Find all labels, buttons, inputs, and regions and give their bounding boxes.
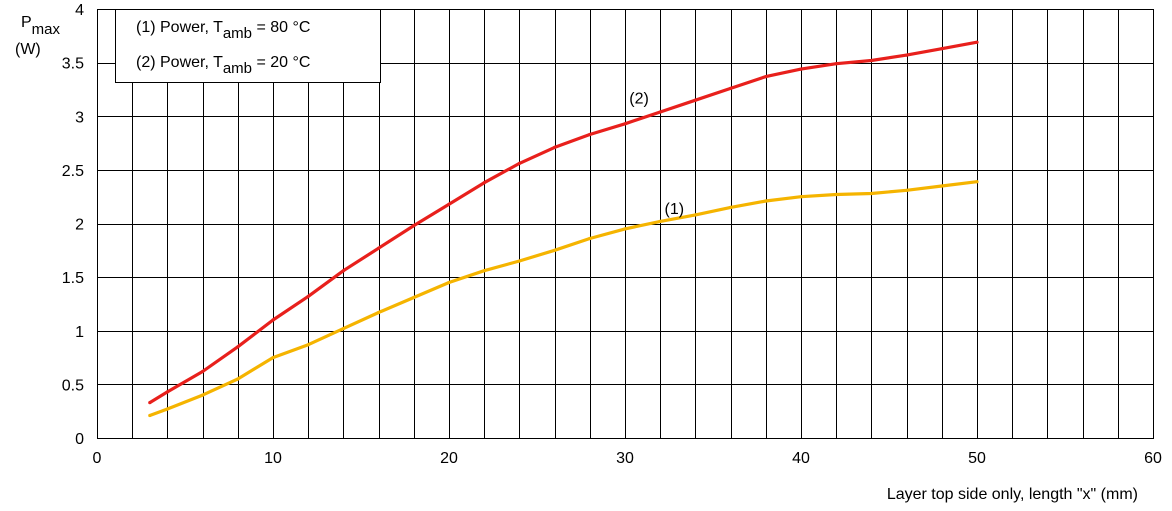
chart-series-group: (2) (1) (148, 40, 979, 418)
data-point (764, 199, 768, 203)
legend-box (115, 9, 381, 83)
x-tick-label: 30 (616, 450, 634, 467)
y-tick-label: 0 (75, 431, 84, 448)
data-point (975, 40, 979, 44)
data-point (975, 180, 979, 184)
data-point (940, 184, 944, 188)
data-point (940, 47, 944, 51)
data-point (658, 110, 662, 114)
data-point (658, 219, 662, 223)
data-point (306, 294, 310, 298)
data-point (236, 345, 240, 349)
data-point (447, 280, 451, 285)
data-point (165, 407, 169, 411)
data-point (729, 205, 733, 209)
y-tick-label: 2.5 (62, 163, 84, 180)
data-point (834, 62, 838, 66)
data-point (482, 181, 486, 185)
data-point (869, 191, 874, 196)
data-point (729, 86, 733, 90)
axis-labels: Layer top side only, length "x" (mm) Pmax… (15, 14, 1138, 503)
data-point (693, 98, 698, 102)
x-tick-label: 0 (93, 450, 102, 467)
data-point (306, 343, 310, 347)
data-point (377, 310, 381, 315)
data-point (341, 327, 345, 331)
data-point (412, 295, 416, 300)
y-tick-label: 3 (75, 109, 84, 126)
series-label: (1) (664, 201, 684, 218)
plot-frame (97, 9, 1154, 439)
legend-entry-1: (1) Power, Tamb = 80 °C (136, 19, 310, 42)
data-point (869, 58, 874, 63)
data-point (271, 356, 275, 360)
data-point (905, 188, 909, 192)
y-tick-label: 0.5 (62, 377, 84, 394)
data-point (148, 401, 152, 405)
y-tick-label: 2 (75, 217, 84, 234)
data-point (236, 377, 240, 381)
data-point (412, 224, 416, 228)
data-point (905, 53, 909, 57)
tick-labels: 0 10 20 30 40 50 60 0 0.5 1 1.5 2 2.5 3 3.5 4 (62, 2, 1162, 467)
data-point (799, 67, 803, 71)
y-tick-label: 4 (75, 2, 84, 19)
data-point (341, 269, 345, 273)
x-tick-label: 60 (1144, 450, 1162, 467)
plot-border (97, 9, 1154, 439)
data-point (447, 202, 451, 206)
data-point (201, 369, 205, 374)
y-axis-unit: (W) (15, 41, 41, 58)
data-point (482, 269, 486, 273)
data-point (517, 259, 522, 263)
y-axis-label: Pmax (21, 14, 61, 38)
data-point (834, 192, 838, 197)
data-point (517, 161, 522, 165)
data-point (201, 393, 205, 397)
data-point (553, 248, 557, 252)
y-tick-label: 1.5 (62, 270, 84, 287)
data-point (377, 246, 381, 250)
series-label: (2) (629, 90, 649, 107)
data-point (588, 132, 592, 137)
data-point (165, 390, 169, 394)
data-point (764, 75, 768, 79)
data-point (271, 318, 275, 322)
x-tick-label: 50 (968, 450, 986, 467)
x-tick-label: 20 (440, 450, 458, 467)
data-point (553, 145, 557, 149)
data-point (799, 195, 803, 199)
legend: (1) Power, Tamb = 80 °C (2) Power, Tamb =… (115, 9, 381, 83)
x-tick-label: 10 (264, 450, 282, 467)
data-point (693, 213, 698, 217)
data-point (623, 122, 627, 126)
data-point (148, 413, 152, 418)
x-tick-label: 40 (792, 450, 810, 467)
legend-entry-2: (2) Power, Tamb = 20 °C (136, 54, 310, 77)
y-tick-label: 1 (75, 324, 84, 341)
x-axis-label: Layer top side only, length "x" (mm) (887, 486, 1138, 503)
y-tick-label: 3.5 (62, 56, 84, 73)
data-point (588, 236, 592, 241)
data-point (623, 227, 627, 231)
